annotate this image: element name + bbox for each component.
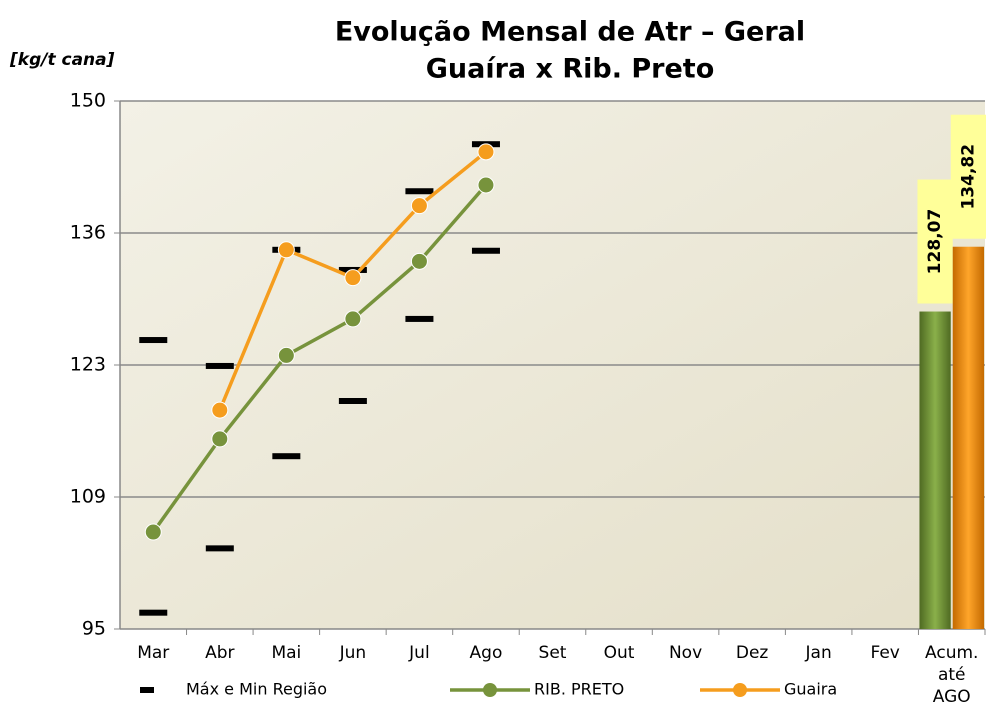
range-marker — [205, 545, 234, 552]
range-marker — [272, 453, 301, 460]
legend-swatch — [140, 687, 154, 693]
point — [477, 143, 495, 161]
range-marker — [405, 315, 434, 322]
legend-label: Máx e Min Região — [186, 680, 327, 699]
range-marker — [471, 247, 500, 254]
y-tick-label: 109 — [70, 486, 106, 508]
point — [211, 401, 229, 419]
point — [211, 430, 229, 448]
legend-label: Guaira — [784, 680, 837, 699]
chart-subtitle: Guaíra x Rib. Preto — [426, 54, 715, 85]
x-tick-label: Dez — [736, 643, 769, 663]
x-tick-label-line: AGO — [933, 687, 971, 707]
point — [344, 310, 362, 328]
y-tick-label: 95 — [82, 618, 106, 640]
x-tick-label: Abr — [205, 643, 234, 663]
legend-swatch — [483, 683, 497, 697]
x-tick-label: Jul — [408, 643, 430, 663]
x-tick-label: Mar — [137, 643, 169, 663]
x-tick-label: Fev — [871, 643, 900, 663]
point — [277, 346, 295, 364]
point — [410, 252, 428, 270]
x-tick-label: Set — [539, 643, 567, 663]
y-tick-label: 123 — [70, 354, 106, 376]
legend-swatch — [733, 683, 747, 697]
x-tick-label: Acum. até AGO — [925, 643, 978, 707]
range-marker — [139, 609, 168, 616]
point — [277, 241, 295, 259]
value-label: 134,82 — [958, 144, 978, 210]
range-marker — [338, 398, 367, 404]
y-tick-label: 136 — [70, 222, 106, 244]
y-axis-label: [kg/t cana] — [9, 50, 115, 70]
x-tick-label-line: até — [938, 665, 966, 685]
x-tick-label: Mai — [271, 643, 301, 663]
bar — [952, 246, 984, 629]
range-marker — [405, 188, 434, 195]
x-tick-label: Jan — [805, 643, 832, 663]
x-tick-label: Nov — [669, 643, 702, 663]
y-tick-label: 150 — [70, 90, 106, 112]
line — [151, 183, 488, 534]
point — [344, 269, 362, 287]
bar — [919, 311, 951, 629]
point — [144, 523, 162, 541]
value-label: 128,07 — [925, 209, 945, 275]
x-tick-label: Out — [604, 643, 635, 663]
chart-title: Evolução Mensal de Atr – Geral — [335, 17, 805, 48]
x-tick-label-line: Acum. — [925, 643, 978, 663]
range-marker — [205, 362, 234, 369]
legend-label: RIB. PRETO — [534, 680, 624, 699]
x-tick-label: Jun — [339, 643, 367, 663]
point — [477, 176, 495, 194]
value-label-box — [917, 179, 953, 304]
range-marker — [139, 337, 168, 344]
value-label-box — [950, 114, 986, 239]
point — [410, 197, 428, 215]
x-tick-label: Ago — [470, 643, 503, 663]
